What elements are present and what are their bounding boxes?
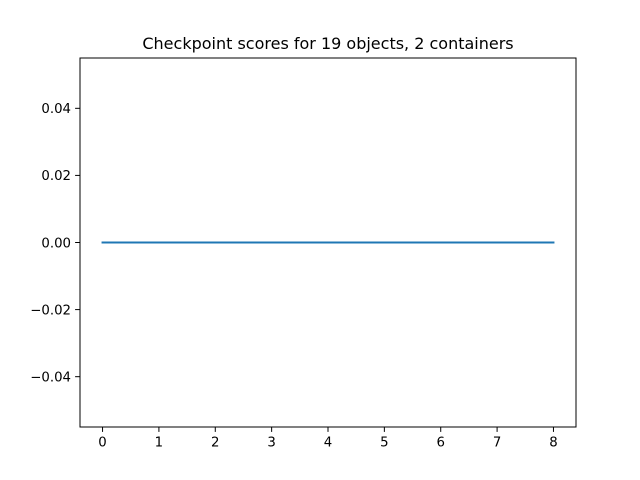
x-tick-label: 3: [267, 436, 275, 451]
chart-title: Checkpoint scores for 19 objects, 2 cont…: [142, 34, 513, 53]
y-axis: −0.04 −0.02 0.00 0.02 0.04: [30, 102, 80, 385]
x-tick-label: 1: [155, 436, 163, 451]
x-tick-label: 0: [98, 436, 106, 451]
x-tick-label: 5: [380, 436, 388, 451]
x-axis: 0 1 2 3 4 5 6 7 8: [98, 427, 558, 451]
x-tick-label: 2: [211, 436, 219, 451]
x-tick-label: 4: [324, 436, 332, 451]
x-tick-label: 8: [549, 436, 557, 451]
x-tick-label: 7: [493, 436, 501, 451]
x-tick-label: 6: [436, 436, 444, 451]
y-tick-label: 0.04: [41, 102, 71, 117]
y-tick-label: 0.00: [41, 236, 71, 251]
y-tick-label: 0.02: [41, 169, 71, 184]
y-tick-label: −0.02: [30, 303, 71, 318]
y-tick-label: −0.04: [30, 370, 71, 385]
